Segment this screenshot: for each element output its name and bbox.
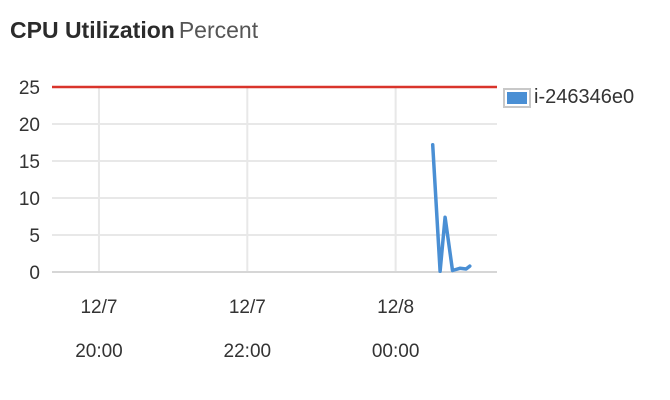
series-layer (430, 142, 472, 274)
y-tick-label: 0 (29, 263, 40, 284)
y-tick-label: 20 (19, 115, 40, 136)
chart-title: CPU Utilization Percent (10, 17, 258, 44)
x-tick-time-label: 20:00 (75, 341, 123, 362)
x-tick-time-label: 00:00 (372, 341, 420, 362)
legend-swatch-fill (507, 91, 527, 104)
x-axis-ticks: 12/7 20:00 12/7 22:00 12/8 00:00 (75, 297, 419, 362)
y-tick-label: 25 (19, 78, 40, 99)
y-tick-label: 5 (29, 226, 40, 247)
chart-grid (52, 86, 497, 273)
y-tick-label: 15 (19, 152, 40, 173)
chart-title-main: CPU Utilization (10, 17, 175, 43)
chart-title-unit: Percent (178, 17, 259, 43)
y-axis-ticks: 0 5 10 15 20 25 (19, 78, 40, 284)
x-tick-date-label: 12/7 (80, 297, 117, 318)
x-tick-time-label: 22:00 (224, 341, 272, 362)
legend-label: i-246346e0 (534, 86, 635, 108)
legend-swatch (503, 87, 531, 108)
y-tick-label: 10 (19, 189, 40, 210)
x-tick-date-label: 12/7 (229, 297, 266, 318)
chart-legend: i-246346e0 (503, 86, 634, 109)
series-line (430, 142, 472, 274)
x-tick-date-label: 12/8 (377, 297, 414, 318)
